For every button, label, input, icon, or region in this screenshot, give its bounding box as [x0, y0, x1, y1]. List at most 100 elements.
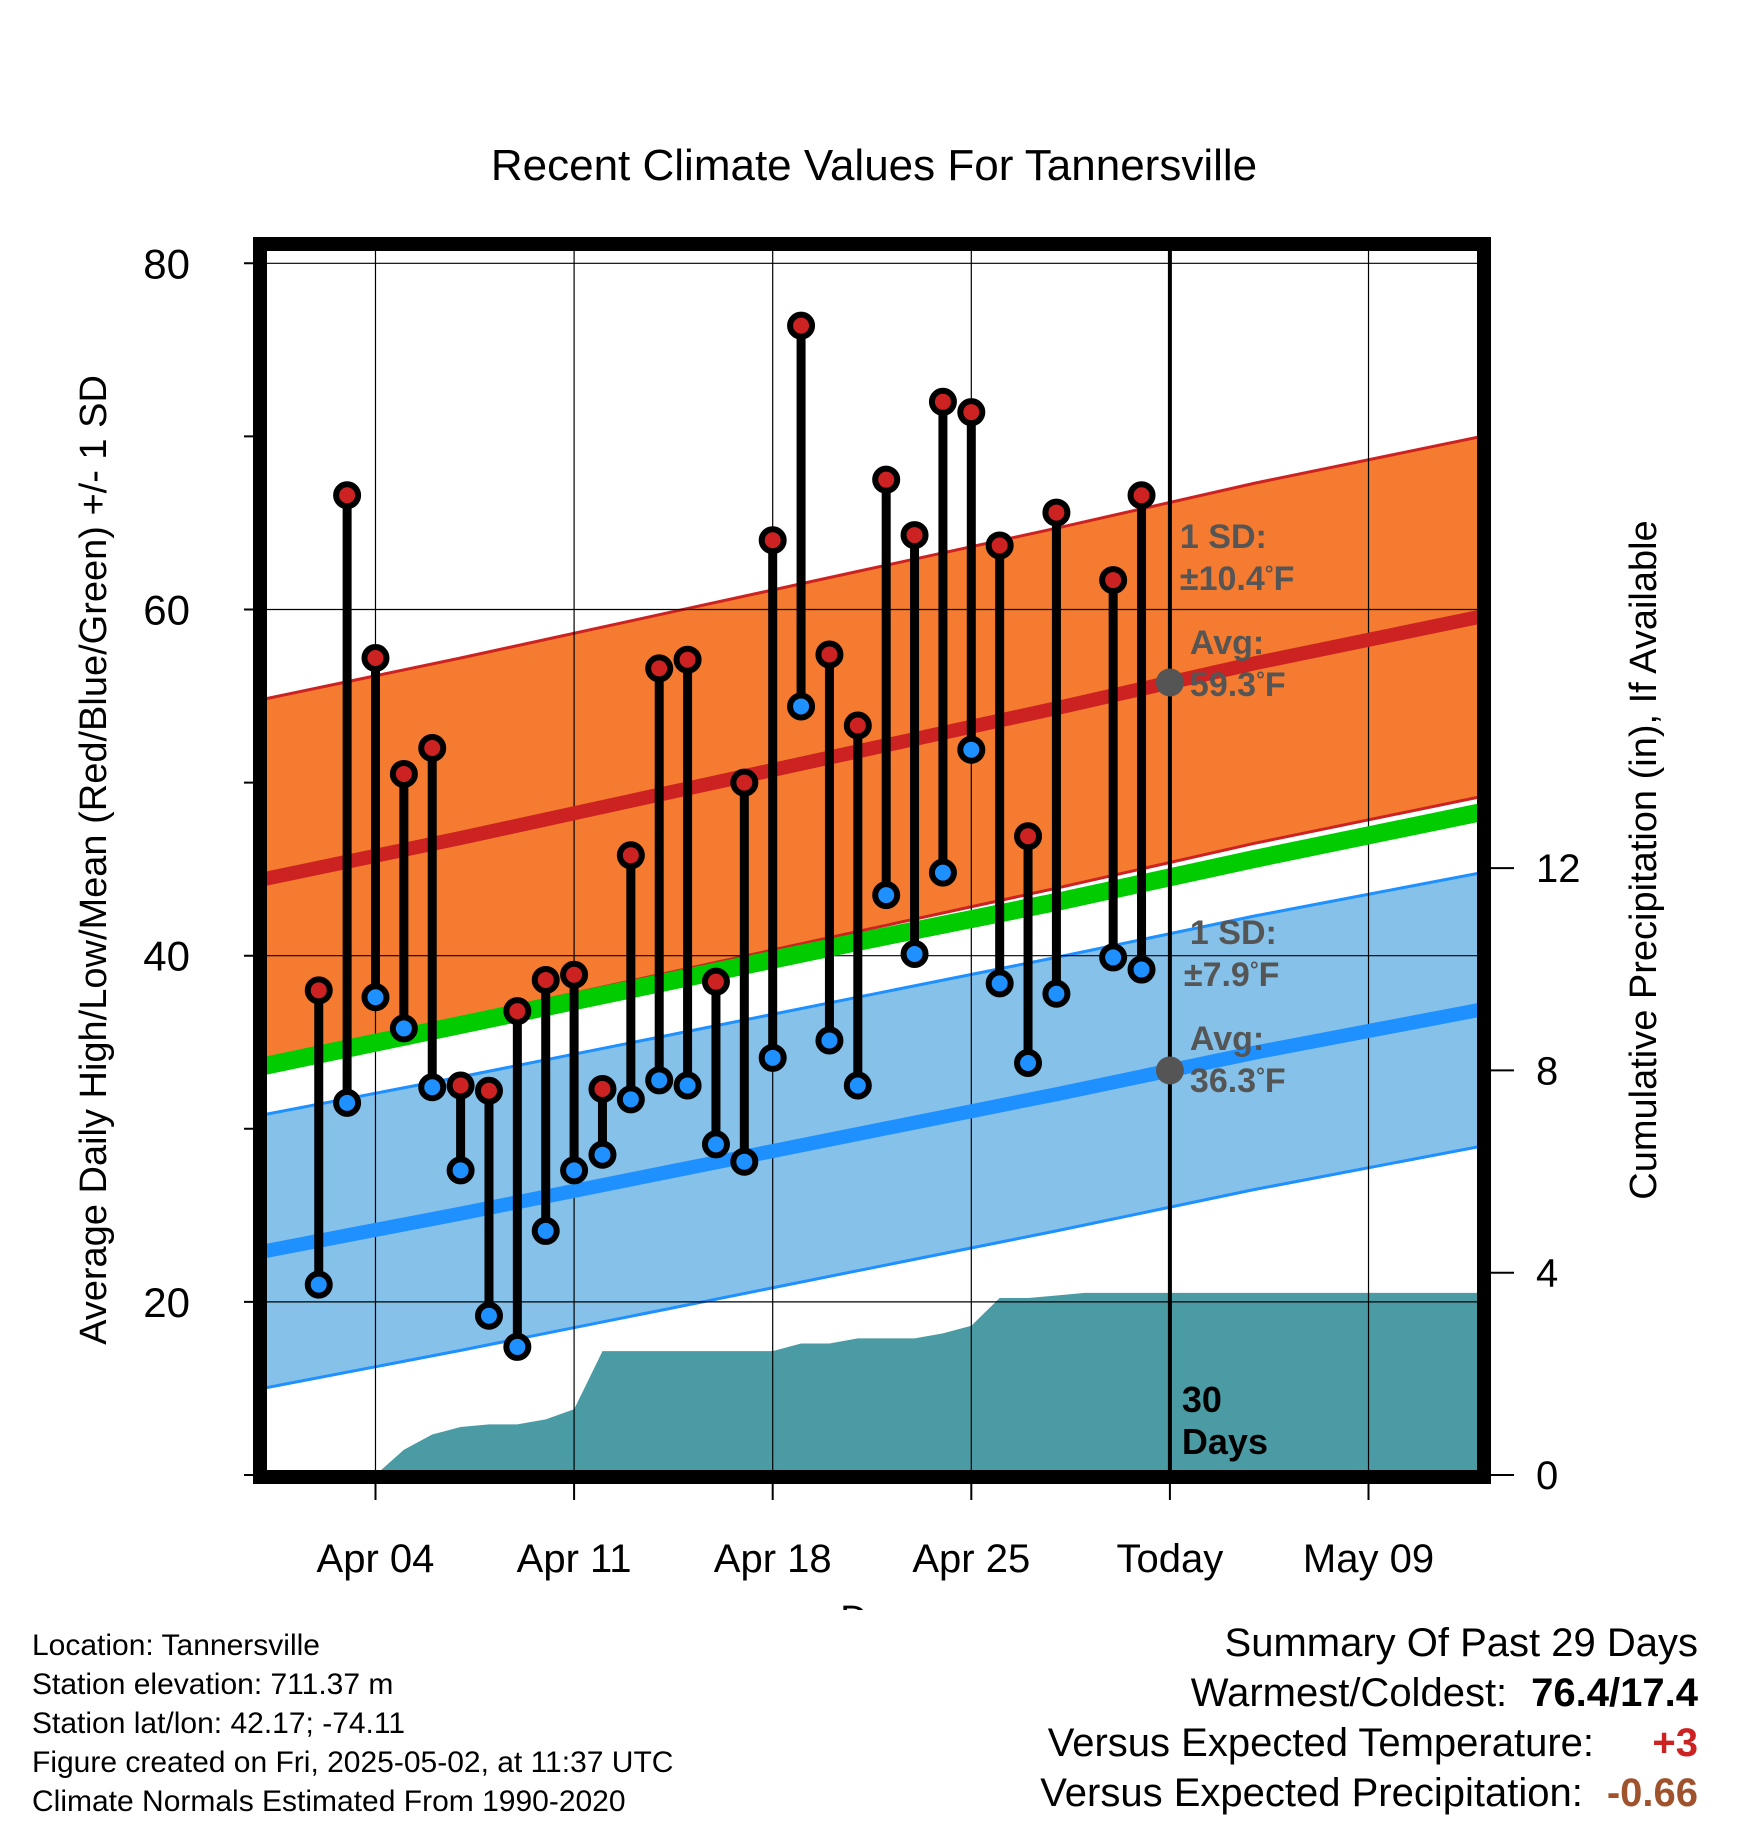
obs-high-point — [872, 465, 901, 494]
x-tick-label: Today — [1117, 1537, 1224, 1581]
plot-frame — [253, 237, 1491, 1484]
obs-low-point — [446, 1156, 475, 1185]
obs-high-point — [957, 398, 986, 427]
low-avg-value-deg: ° — [1256, 1063, 1265, 1088]
obs-low-point — [503, 1332, 532, 1361]
obs-low-point — [1127, 955, 1156, 984]
latlon-text: Station lat/lon: 42.17; -74.11 — [32, 1707, 406, 1740]
obs-high-point — [361, 643, 390, 672]
obs-low-point — [333, 1088, 362, 1117]
obs-low-point — [474, 1301, 503, 1330]
obs-low-point — [389, 1014, 418, 1043]
x-tick-label: Apr 11 — [517, 1537, 632, 1581]
y2-tick-label: 8 — [1536, 1049, 1558, 1093]
low-sd-value-num: ±7.9 — [1184, 956, 1250, 994]
obs-high-point — [1042, 498, 1071, 527]
obs-high-point — [389, 759, 418, 788]
high-avg-value-unit: F — [1265, 666, 1286, 704]
obs-low-point — [815, 1026, 844, 1055]
obs-low-point — [957, 735, 986, 764]
obs-high-point — [928, 387, 957, 416]
temp-value: +3 — [1652, 1721, 1698, 1765]
high-avg-value-deg: ° — [1256, 667, 1265, 692]
low-avg-title: Avg: — [1190, 1020, 1264, 1058]
obs-low-point — [701, 1130, 730, 1159]
obs-low-point — [843, 1071, 872, 1100]
normals-text: Climate Normals Estimated From 1990-2020 — [32, 1785, 626, 1818]
obs-low-point — [418, 1073, 447, 1102]
obs-high-point — [531, 965, 560, 994]
obs-high-point — [730, 768, 759, 797]
observations — [304, 311, 1156, 1361]
x-tick-label: May 09 — [1303, 1537, 1434, 1581]
y2-axis-label: Cumulative Precipitation (in), If Availa… — [1623, 520, 1665, 1199]
obs-high-point — [446, 1071, 475, 1100]
summary-warm-cold: Warmest/Coldest: 76.4/17.4 — [1040, 1668, 1698, 1718]
obs-high-point — [333, 481, 362, 510]
summary-precip: Versus Expected Precipitation: -0.66 — [1040, 1768, 1698, 1818]
obs-low-point — [361, 983, 390, 1012]
precip-area — [290, 1292, 1482, 1475]
y-tick-label: 40 — [143, 933, 190, 980]
summary-temp: Versus Expected Temperature: +3 — [1040, 1718, 1698, 1768]
location-text: Location: Tannersville — [32, 1629, 320, 1662]
obs-low-point — [928, 858, 957, 887]
normal-bands — [262, 434, 1482, 1390]
precip-label: Versus Expected Precipitation: — [1040, 1771, 1583, 1815]
y-tick-label: 20 — [143, 1279, 190, 1326]
high-sd-value: ±10.4°F — [1180, 560, 1294, 598]
obs-high-point — [616, 841, 645, 870]
today-days-label: 30 Days — [1182, 1379, 1268, 1462]
obs-high-point — [701, 967, 730, 996]
y2-tick-label: 4 — [1536, 1252, 1558, 1296]
obs-low-point — [1099, 943, 1128, 972]
summary-header: Summary Of Past 29 Days — [1224, 1621, 1698, 1665]
obs-high-point — [815, 640, 844, 669]
today-days-line: Days — [1182, 1421, 1268, 1462]
obs-high-point — [503, 997, 532, 1026]
today-marker: 30 Days — [1167, 246, 1268, 1475]
obs-low-point — [900, 939, 929, 968]
obs-high-point — [758, 526, 787, 555]
elevation-text: Station elevation: 711.37 m — [32, 1668, 394, 1701]
obs-low-point — [1014, 1049, 1043, 1078]
low-avg-value-unit: F — [1265, 1062, 1286, 1100]
obs-low-point — [758, 1043, 787, 1072]
obs-high-point — [418, 733, 447, 762]
y-tick-label: 80 — [143, 240, 190, 287]
low-avg-value: 36.3°F — [1190, 1062, 1286, 1100]
x-tick-label: Apr 25 — [912, 1537, 1030, 1581]
warm-cold-label: Warmest/Coldest: — [1190, 1671, 1508, 1715]
obs-low-point — [616, 1085, 645, 1114]
high-sd-title: 1 SD: — [1180, 518, 1267, 556]
obs-high-point — [645, 654, 674, 683]
today-low-avg-dot — [1155, 1056, 1184, 1085]
today-days-line: 30 — [1182, 1379, 1222, 1420]
x-axis-label: Day — [840, 1599, 908, 1610]
high-avg-title: Avg: — [1190, 624, 1264, 662]
obs-high-point — [673, 645, 702, 674]
obs-low-point — [787, 692, 816, 721]
high-sd-value-deg: ° — [1265, 561, 1274, 586]
high-avg-value-num: 59.3 — [1190, 666, 1256, 704]
y-axis-label: Average Daily High/Low/Mean (Red/Blue/Gr… — [73, 375, 115, 1345]
axes: 20 40 60 80 0 4 8 12 Apr 04 Apr 11 Apr 18 Apr 25 Tod… — [143, 240, 1580, 1581]
low-sd-value-unit: F — [1259, 956, 1280, 994]
obs-low-point — [645, 1066, 674, 1095]
low-sd-title: 1 SD: — [1190, 914, 1277, 952]
obs-high-point — [1127, 481, 1156, 510]
high-band-upper — [262, 434, 1482, 701]
obs-high-point — [588, 1074, 617, 1103]
precip-value: -0.66 — [1606, 1771, 1698, 1815]
obs-low-point — [588, 1140, 617, 1169]
climate-chart: Recent Climate Values For Tannersville 3… — [73, 141, 1665, 1610]
obs-low-point — [1042, 979, 1071, 1008]
obs-high-point — [474, 1076, 503, 1105]
precip-layer — [290, 1292, 1482, 1475]
low-band-lower — [262, 1144, 1482, 1390]
x-tick-label: Apr 04 — [317, 1537, 435, 1581]
low-sd-value: ±7.9°F — [1184, 956, 1280, 994]
obs-low-point — [560, 1156, 589, 1185]
low-sd-value-deg: ° — [1250, 957, 1259, 982]
y2-tick-label: 0 — [1536, 1454, 1558, 1498]
